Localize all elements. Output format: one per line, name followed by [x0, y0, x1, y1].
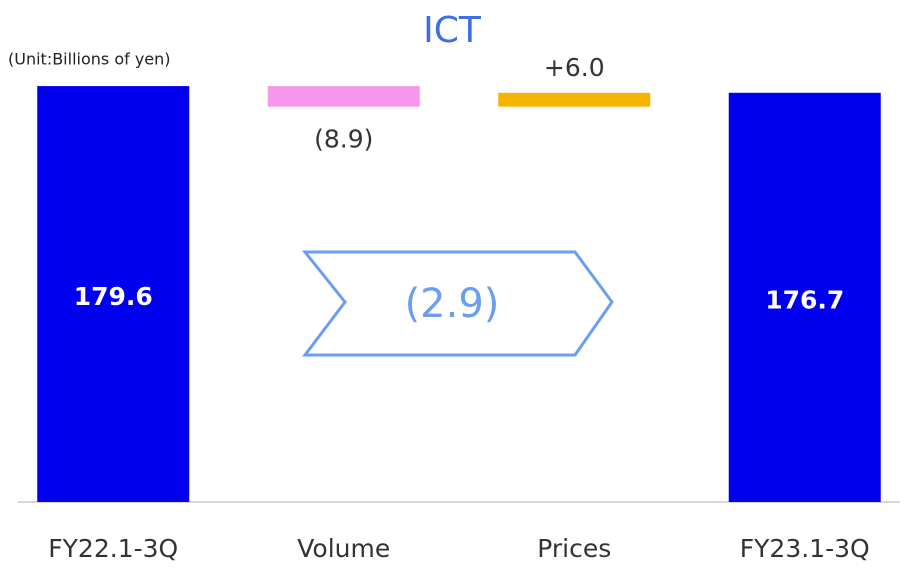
- value-label: (8.9): [314, 125, 373, 154]
- bar: [267, 86, 420, 107]
- value-label: 176.7: [765, 285, 844, 314]
- value-label: 179.6: [74, 282, 153, 311]
- chevron: [301, 250, 614, 357]
- annotation: (2.9): [405, 281, 500, 327]
- x-tick-label: Prices: [537, 534, 611, 563]
- bar: [498, 92, 651, 107]
- x-tick-label: Volume: [297, 534, 390, 563]
- x-tick-label: FY22.1-3Q: [48, 534, 178, 563]
- chart-subtitle: (Unit:Billions of yen): [8, 50, 171, 69]
- x-tick-label: FY23.1-3Q: [740, 534, 870, 563]
- bar: [728, 92, 881, 503]
- value-label: +6.0: [544, 53, 605, 82]
- bar: [37, 86, 190, 502]
- chart-title: ICT: [423, 10, 482, 51]
